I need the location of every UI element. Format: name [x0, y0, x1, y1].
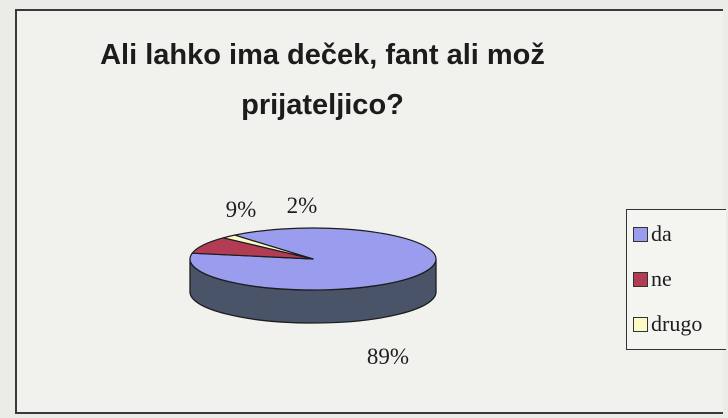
legend-item-ne: ne [633, 266, 672, 291]
chart-frame [15, 9, 723, 414]
chart-title: Ali lahko ima deček, fant ali mož prijat… [100, 39, 545, 121]
legend-item-drugo: drugo [633, 311, 703, 336]
legend-label-da: da [651, 221, 672, 246]
legend-swatch-ne [633, 271, 648, 287]
legend-item-da: da [633, 221, 672, 246]
legend-label-drugo: drugo [651, 311, 703, 336]
legend: da ne drugo [626, 209, 726, 350]
pie-label-drugo: 2% [287, 193, 318, 218]
legend-label-ne: ne [651, 266, 672, 291]
legend-swatch-drugo [633, 316, 648, 332]
pie-label-ne: 9% [226, 197, 257, 222]
pie-slice-drugo [222, 234, 314, 260]
pie-label-da: 89% [367, 344, 409, 369]
legend-swatch-da [633, 226, 648, 242]
